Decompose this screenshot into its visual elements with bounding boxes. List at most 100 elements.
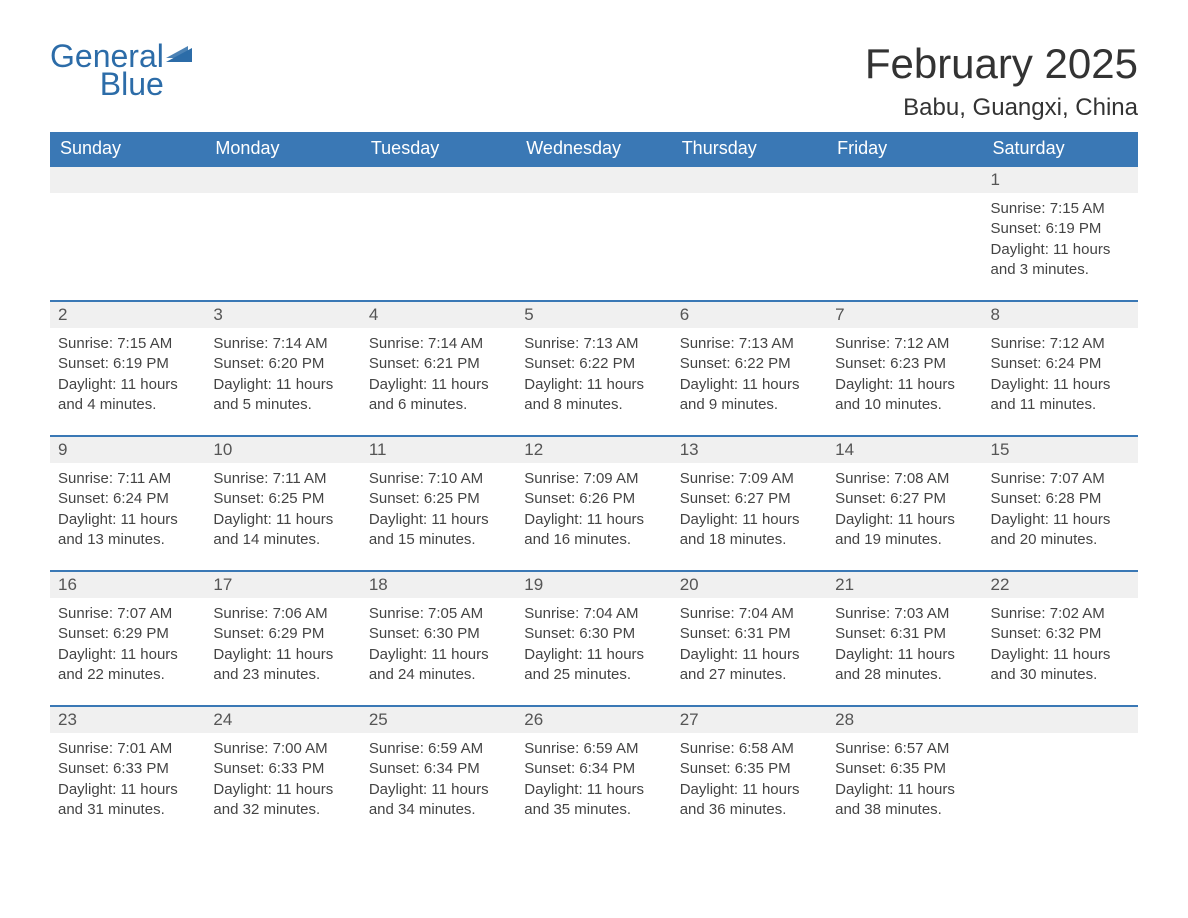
sunset-line: Sunset: 6:27 PM — [835, 489, 974, 509]
day-number-cell: 13 — [672, 436, 827, 463]
day-number-row: 16171819202122 — [50, 571, 1138, 598]
day-info-cell: Sunrise: 7:09 AMSunset: 6:26 PMDaylight:… — [516, 463, 671, 571]
day-number-cell: 28 — [827, 706, 982, 733]
sunrise-line: Sunrise: 7:08 AM — [835, 469, 974, 489]
weekday-header: Saturday — [983, 132, 1138, 166]
day-info-cell: Sunrise: 7:02 AMSunset: 6:32 PMDaylight:… — [983, 598, 1138, 706]
sunrise-line: Sunrise: 7:09 AM — [680, 469, 819, 489]
daylight-line: Daylight: 11 hours and 5 minutes. — [213, 375, 352, 416]
sunrise-line: Sunrise: 7:13 AM — [524, 334, 663, 354]
sunset-line: Sunset: 6:26 PM — [524, 489, 663, 509]
daylight-line: Daylight: 11 hours and 24 minutes. — [369, 645, 508, 686]
day-number-cell: 9 — [50, 436, 205, 463]
sunset-line: Sunset: 6:25 PM — [213, 489, 352, 509]
sunset-line: Sunset: 6:33 PM — [58, 759, 197, 779]
header: General Blue February 2025 Babu, Guangxi… — [50, 40, 1138, 132]
sunrise-line: Sunrise: 7:00 AM — [213, 739, 352, 759]
day-info-row: Sunrise: 7:07 AMSunset: 6:29 PMDaylight:… — [50, 598, 1138, 706]
sunset-line: Sunset: 6:27 PM — [680, 489, 819, 509]
sunset-line: Sunset: 6:33 PM — [213, 759, 352, 779]
day-info-cell: Sunrise: 7:05 AMSunset: 6:30 PMDaylight:… — [361, 598, 516, 706]
day-info-cell: Sunrise: 7:04 AMSunset: 6:30 PMDaylight:… — [516, 598, 671, 706]
sunset-line: Sunset: 6:28 PM — [991, 489, 1130, 509]
sunrise-line: Sunrise: 7:04 AM — [680, 604, 819, 624]
day-number-cell: 7 — [827, 301, 982, 328]
sunset-line: Sunset: 6:24 PM — [991, 354, 1130, 374]
sunrise-line: Sunrise: 6:59 AM — [369, 739, 508, 759]
day-info-row: Sunrise: 7:01 AMSunset: 6:33 PMDaylight:… — [50, 733, 1138, 841]
day-info-cell: Sunrise: 7:15 AMSunset: 6:19 PMDaylight:… — [983, 193, 1138, 301]
daylight-line: Daylight: 11 hours and 10 minutes. — [835, 375, 974, 416]
sunset-line: Sunset: 6:35 PM — [835, 759, 974, 779]
day-number-cell: 6 — [672, 301, 827, 328]
sunrise-line: Sunrise: 7:11 AM — [58, 469, 197, 489]
day-number-cell — [516, 166, 671, 193]
day-number-cell — [205, 166, 360, 193]
day-number-cell: 19 — [516, 571, 671, 598]
day-number-cell — [983, 706, 1138, 733]
sunset-line: Sunset: 6:29 PM — [213, 624, 352, 644]
sunrise-line: Sunrise: 7:11 AM — [213, 469, 352, 489]
sunset-line: Sunset: 6:34 PM — [369, 759, 508, 779]
daylight-line: Daylight: 11 hours and 35 minutes. — [524, 780, 663, 821]
day-info-cell: Sunrise: 7:11 AMSunset: 6:25 PMDaylight:… — [205, 463, 360, 571]
day-number-cell: 15 — [983, 436, 1138, 463]
sunset-line: Sunset: 6:23 PM — [835, 354, 974, 374]
daylight-line: Daylight: 11 hours and 9 minutes. — [680, 375, 819, 416]
sunrise-line: Sunrise: 7:14 AM — [213, 334, 352, 354]
sunset-line: Sunset: 6:35 PM — [680, 759, 819, 779]
sunrise-line: Sunrise: 7:04 AM — [524, 604, 663, 624]
day-number-cell — [827, 166, 982, 193]
day-number-cell: 12 — [516, 436, 671, 463]
sunset-line: Sunset: 6:22 PM — [680, 354, 819, 374]
day-info-cell: Sunrise: 7:10 AMSunset: 6:25 PMDaylight:… — [361, 463, 516, 571]
day-number-row: 1 — [50, 166, 1138, 193]
day-number-cell: 27 — [672, 706, 827, 733]
daylight-line: Daylight: 11 hours and 28 minutes. — [835, 645, 974, 686]
day-info-cell: Sunrise: 7:14 AMSunset: 6:20 PMDaylight:… — [205, 328, 360, 436]
day-info-cell — [205, 193, 360, 301]
sunrise-line: Sunrise: 7:13 AM — [680, 334, 819, 354]
day-info-cell: Sunrise: 7:04 AMSunset: 6:31 PMDaylight:… — [672, 598, 827, 706]
sunset-line: Sunset: 6:34 PM — [524, 759, 663, 779]
day-number-cell: 17 — [205, 571, 360, 598]
day-number-cell — [50, 166, 205, 193]
weekday-header: Wednesday — [516, 132, 671, 166]
daylight-line: Daylight: 11 hours and 13 minutes. — [58, 510, 197, 551]
daylight-line: Daylight: 11 hours and 23 minutes. — [213, 645, 352, 686]
sunrise-line: Sunrise: 7:15 AM — [991, 199, 1130, 219]
day-number-row: 9101112131415 — [50, 436, 1138, 463]
sunrise-line: Sunrise: 7:10 AM — [369, 469, 508, 489]
day-number-cell: 5 — [516, 301, 671, 328]
month-title: February 2025 — [865, 40, 1138, 88]
day-number-cell: 2 — [50, 301, 205, 328]
daylight-line: Daylight: 11 hours and 22 minutes. — [58, 645, 197, 686]
day-number-cell: 21 — [827, 571, 982, 598]
day-info-cell: Sunrise: 6:59 AMSunset: 6:34 PMDaylight:… — [361, 733, 516, 841]
day-number-cell: 10 — [205, 436, 360, 463]
day-number-cell — [672, 166, 827, 193]
day-number-cell: 4 — [361, 301, 516, 328]
day-info-cell: Sunrise: 7:03 AMSunset: 6:31 PMDaylight:… — [827, 598, 982, 706]
sunset-line: Sunset: 6:31 PM — [680, 624, 819, 644]
day-info-cell — [361, 193, 516, 301]
daylight-line: Daylight: 11 hours and 38 minutes. — [835, 780, 974, 821]
day-info-cell: Sunrise: 7:01 AMSunset: 6:33 PMDaylight:… — [50, 733, 205, 841]
day-number-cell — [361, 166, 516, 193]
day-number-cell: 14 — [827, 436, 982, 463]
daylight-line: Daylight: 11 hours and 11 minutes. — [991, 375, 1130, 416]
day-info-cell: Sunrise: 7:14 AMSunset: 6:21 PMDaylight:… — [361, 328, 516, 436]
day-info-cell — [983, 733, 1138, 841]
sunrise-line: Sunrise: 7:14 AM — [369, 334, 508, 354]
sunset-line: Sunset: 6:19 PM — [991, 219, 1130, 239]
sunset-line: Sunset: 6:24 PM — [58, 489, 197, 509]
sunrise-line: Sunrise: 6:59 AM — [524, 739, 663, 759]
day-info-cell — [827, 193, 982, 301]
daylight-line: Daylight: 11 hours and 27 minutes. — [680, 645, 819, 686]
sunset-line: Sunset: 6:29 PM — [58, 624, 197, 644]
day-info-cell: Sunrise: 7:15 AMSunset: 6:19 PMDaylight:… — [50, 328, 205, 436]
sunset-line: Sunset: 6:31 PM — [835, 624, 974, 644]
weekday-header: Monday — [205, 132, 360, 166]
day-info-cell: Sunrise: 7:00 AMSunset: 6:33 PMDaylight:… — [205, 733, 360, 841]
day-number-cell: 11 — [361, 436, 516, 463]
